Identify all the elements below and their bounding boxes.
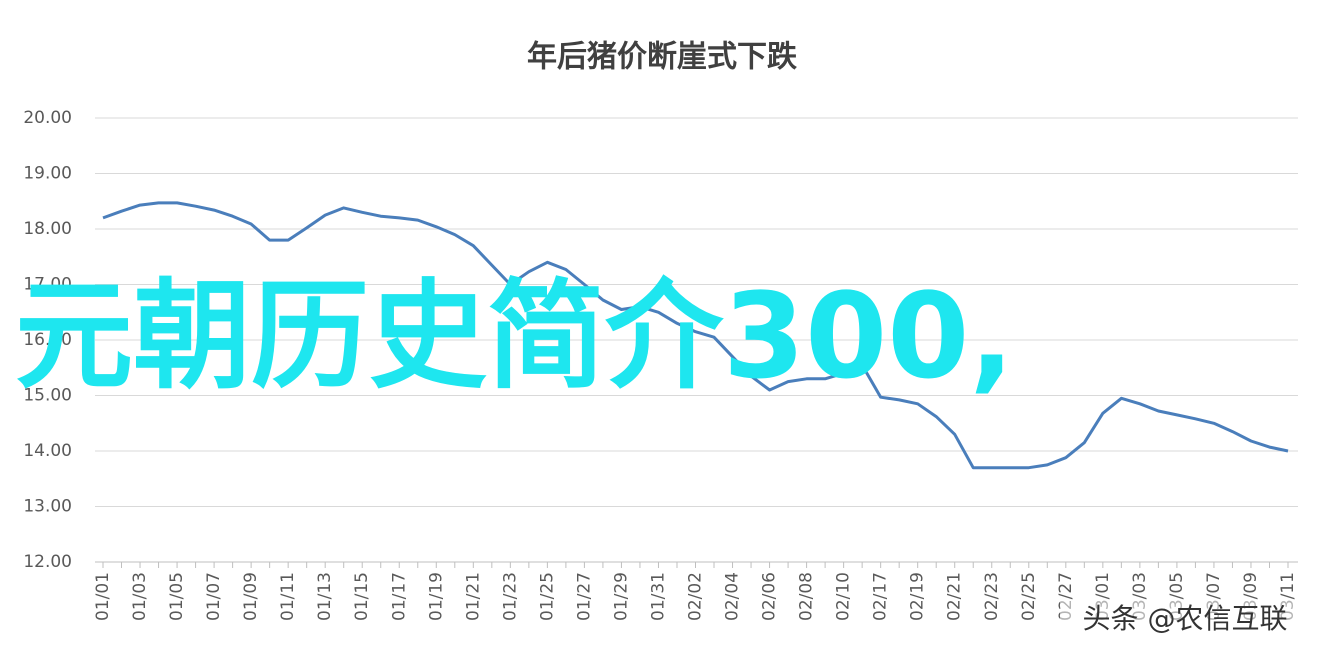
x-tick-label: 02/17 <box>871 572 891 621</box>
x-tick-label: 02/02 <box>686 572 706 621</box>
series-line <box>102 201 1289 470</box>
x-tick-label: 02/19 <box>908 572 928 621</box>
plot: 12.00 13.00 14.00 15.00 16.00 17.00 18.00 19.00… <box>23 108 1298 621</box>
x-tick-label: 01/05 <box>167 572 187 621</box>
y-tick-label: 19.00 <box>23 164 72 184</box>
x-tick-label: 01/29 <box>611 572 631 621</box>
x-tick-label: 01/15 <box>352 572 372 621</box>
x-tick-label: 02/04 <box>723 572 743 621</box>
x-tick-label: 01/11 <box>278 572 298 621</box>
x-tick-label: 01/13 <box>315 572 335 621</box>
x-tick-label: 01/27 <box>574 572 594 621</box>
x-tick-label: 02/25 <box>1019 572 1039 621</box>
x-tick-label: 01/31 <box>648 572 668 621</box>
watermark: 头条 @农信互联 <box>1083 602 1288 635</box>
x-tick-label: 01/09 <box>241 572 261 621</box>
x-tick-label: 02/23 <box>982 572 1002 621</box>
x-tick-label: 01/19 <box>426 572 446 621</box>
overlay-text: 元朝历史简介300, <box>15 267 1014 405</box>
x-tick-label: 01/17 <box>389 572 409 621</box>
x-tick-label: 02/21 <box>945 572 965 621</box>
x-tick-label: 01/07 <box>204 572 224 621</box>
y-tick-label: 14.00 <box>23 441 72 461</box>
y-tick-label: 20.00 <box>23 108 72 128</box>
x-tick-label: 01/03 <box>130 572 150 621</box>
chart-title: 年后猪价断崖式下跌 <box>527 40 797 75</box>
x-tick-label: 01/25 <box>537 572 557 621</box>
x-tick-label: 02/10 <box>834 572 854 621</box>
x-tick-label: 01/01 <box>93 572 113 621</box>
y-tick-label: 17.00 <box>23 275 72 295</box>
x-tick-label: 01/21 <box>463 572 483 621</box>
x-tick-label: 01/23 <box>500 572 520 621</box>
x-tick-label: 02/06 <box>760 572 780 621</box>
y-tick-label: 15.00 <box>23 386 72 406</box>
y-tick-label: 16.00 <box>23 330 72 350</box>
x-tick-label: 02/08 <box>797 572 817 621</box>
y-tick-label: 12.00 <box>23 552 72 572</box>
y-tick-label: 13.00 <box>23 497 72 517</box>
y-tick-label: 18.00 <box>23 219 72 239</box>
watermark-bg <box>1060 600 1310 640</box>
